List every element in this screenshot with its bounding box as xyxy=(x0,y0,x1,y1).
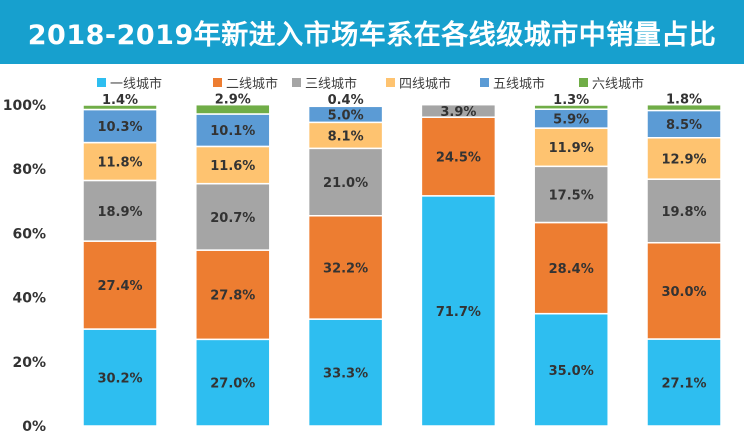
data-label: 30.2% xyxy=(97,372,142,387)
data-label: 10.3% xyxy=(97,120,142,135)
data-labels: 30.2% 27.4% 18.9% 11.8% 10.3% 1.4% 27.0% 27.8% 2… xyxy=(97,93,706,392)
bar-segment xyxy=(646,241,722,340)
data-label: 35.0% xyxy=(549,364,594,379)
bar-segment xyxy=(195,249,271,341)
legend-swatch xyxy=(213,78,222,87)
bars xyxy=(82,103,722,427)
data-label: 1.4% xyxy=(102,93,138,108)
data-label: 5.9% xyxy=(553,113,589,128)
data-label: 28.4% xyxy=(549,262,594,277)
data-label: 27.8% xyxy=(210,289,255,304)
bar-segment xyxy=(533,165,609,224)
data-label: 10.1% xyxy=(210,124,255,139)
bar-segment xyxy=(82,328,158,427)
bar-segment xyxy=(420,195,497,427)
chart-title: 2018-2019年新进入市场车系在各线级城市中销量占比 xyxy=(0,0,744,64)
data-label: 8.1% xyxy=(328,129,364,144)
data-label: 1.8% xyxy=(666,93,702,108)
bar-segment xyxy=(195,103,271,115)
legend-label: 五线城市 xyxy=(493,76,545,92)
data-label: 33.3% xyxy=(323,367,368,382)
data-label: 20.7% xyxy=(210,211,255,226)
legend-label: 六线城市 xyxy=(592,76,644,92)
data-label: 12.9% xyxy=(661,152,706,167)
y-tick-label: 20% xyxy=(12,355,46,371)
bar-segment xyxy=(82,104,158,111)
data-label: 19.8% xyxy=(661,205,706,220)
bar-segment xyxy=(533,104,609,110)
bar-segment xyxy=(307,147,384,217)
bar-segment xyxy=(195,182,271,251)
legend-label: 四线城市 xyxy=(399,76,451,92)
bar-segment xyxy=(646,178,722,244)
data-label: 27.1% xyxy=(661,377,706,392)
bar-segment xyxy=(646,103,722,112)
bar-segment xyxy=(195,145,271,185)
data-label: 8.5% xyxy=(666,118,702,133)
y-axis: 0% 20% 40% 60% 80% 100% xyxy=(3,98,46,435)
legend-swatch xyxy=(579,78,588,87)
data-label: 32.2% xyxy=(323,261,368,276)
bar-segment xyxy=(646,136,722,180)
data-label: 27.4% xyxy=(97,279,142,294)
legend-swatch xyxy=(386,78,395,87)
bar-segment xyxy=(307,214,384,320)
legend-swatch xyxy=(292,78,301,87)
data-label: 3.9% xyxy=(440,105,476,120)
bar-segment xyxy=(533,312,609,427)
y-tick-label: 60% xyxy=(12,226,46,242)
data-label: 11.9% xyxy=(549,141,594,156)
legend-swatch xyxy=(480,78,489,87)
bar-segment xyxy=(82,179,158,242)
bar-segment xyxy=(307,318,384,427)
data-label: 2.9% xyxy=(215,93,251,108)
bar-segment xyxy=(82,240,158,330)
legend-label: 三线城市 xyxy=(305,76,357,92)
data-label: 18.9% xyxy=(97,205,142,220)
legend-swatch xyxy=(97,78,106,87)
legend: 一线城市 二线城市 三线城市 四线城市 五线城市 六线城市 xyxy=(97,76,644,92)
data-label: 5.0% xyxy=(328,108,364,123)
data-label: 21.0% xyxy=(323,176,368,191)
bar-segment xyxy=(195,338,271,427)
bar-segment xyxy=(420,116,497,197)
bar-segment xyxy=(420,103,497,118)
y-tick-label: 0% xyxy=(22,419,46,435)
data-label: 30.0% xyxy=(661,285,706,300)
data-label: 24.5% xyxy=(436,151,481,166)
data-label: 11.8% xyxy=(97,155,142,170)
y-tick-label: 80% xyxy=(12,162,46,178)
y-tick-label: 100% xyxy=(3,98,46,114)
data-label: 0.4% xyxy=(328,93,364,108)
y-tick-label: 40% xyxy=(12,291,46,307)
data-label: 1.3% xyxy=(553,93,589,108)
bar-segment xyxy=(307,104,384,108)
legend-label: 一线城市 xyxy=(110,76,162,92)
bar-segment xyxy=(533,221,609,315)
legend-label: 二线城市 xyxy=(226,76,278,92)
data-label: 71.7% xyxy=(436,305,481,320)
bar-segment xyxy=(307,121,384,150)
data-label: 27.0% xyxy=(210,377,255,392)
bar-segment xyxy=(646,338,722,427)
data-label: 11.6% xyxy=(210,159,255,174)
bar-segment xyxy=(82,108,158,144)
data-label: 17.5% xyxy=(549,188,594,203)
